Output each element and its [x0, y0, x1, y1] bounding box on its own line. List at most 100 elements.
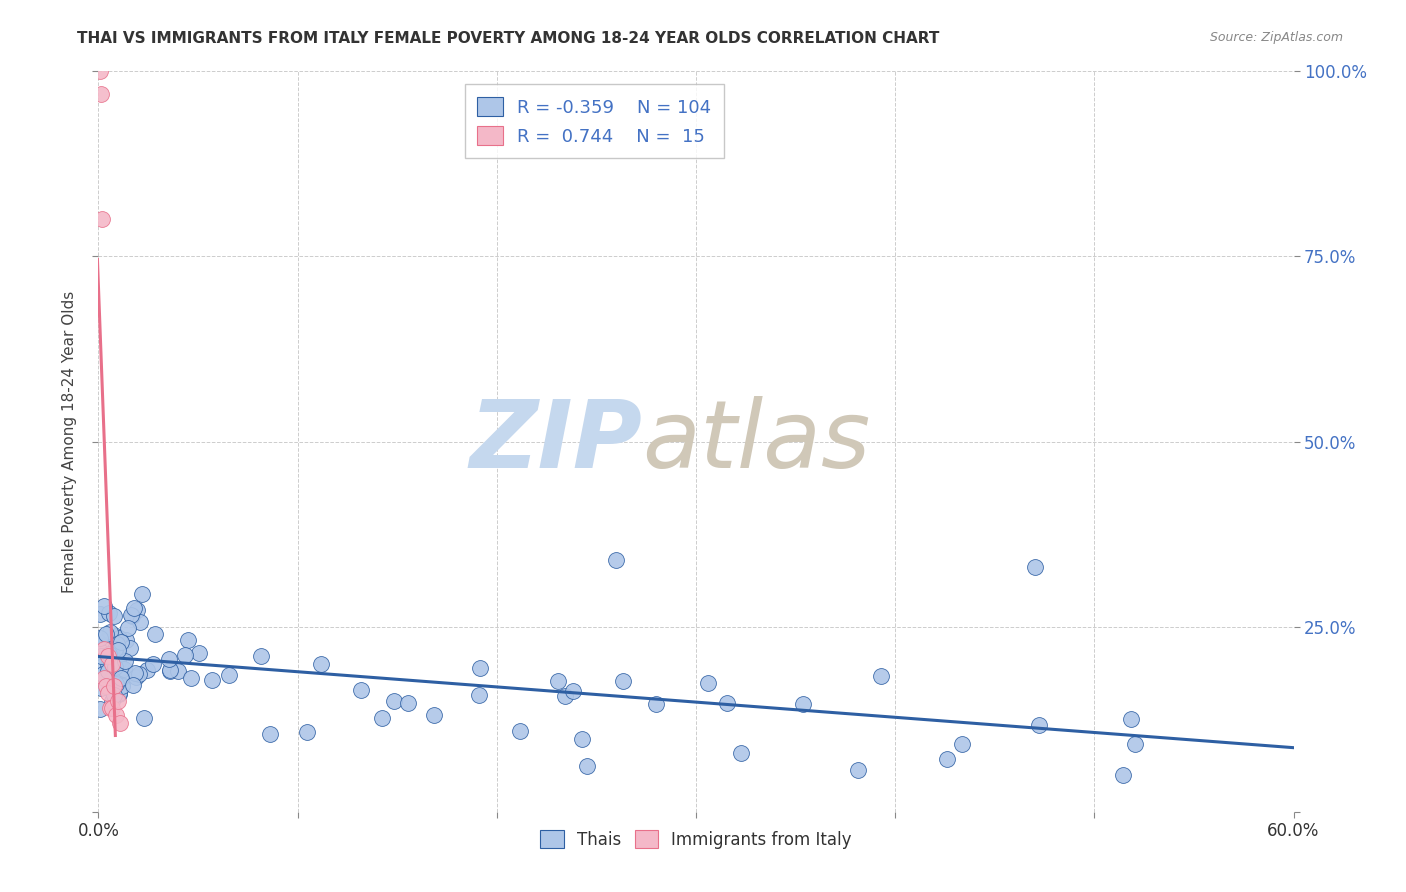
- Point: [97, 606, 120, 620]
- Point: [157, 652, 180, 666]
- Text: Source: ZipAtlas.com: Source: ZipAtlas.com: [1209, 31, 1343, 45]
- Point: [104, 659, 127, 673]
- Point: [295, 724, 318, 739]
- Point: [103, 608, 125, 623]
- Point: [105, 632, 128, 646]
- Point: [128, 667, 150, 681]
- Point: [89, 607, 111, 621]
- Point: [89, 644, 111, 658]
- Point: [309, 657, 332, 672]
- Text: THAI VS IMMIGRANTS FROM ITALY FEMALE POVERTY AMONG 18-24 YEAR OLDS CORRELATION C: THAI VS IMMIGRANTS FROM ITALY FEMALE POV…: [77, 31, 939, 46]
- Point: [108, 687, 131, 701]
- Point: [553, 689, 575, 703]
- Point: [121, 608, 143, 623]
- Point: [950, 737, 973, 751]
- Point: [101, 648, 124, 662]
- Point: [103, 679, 125, 693]
- Point: [110, 635, 132, 649]
- Point: [645, 698, 668, 712]
- Point: [98, 624, 121, 639]
- Point: [101, 701, 124, 715]
- Point: [249, 648, 271, 663]
- Point: [605, 553, 627, 567]
- Point: [105, 677, 128, 691]
- Point: [350, 683, 373, 698]
- Point: [101, 657, 124, 671]
- Point: [93, 599, 115, 613]
- Point: [792, 697, 814, 711]
- Point: [848, 763, 870, 777]
- Point: [111, 679, 134, 693]
- Point: [93, 641, 115, 656]
- Point: [575, 759, 598, 773]
- Point: [101, 693, 124, 707]
- Point: [90, 87, 112, 101]
- Point: [612, 673, 634, 688]
- Point: [159, 663, 181, 677]
- Point: [100, 640, 122, 654]
- Point: [571, 731, 593, 746]
- Point: [101, 651, 124, 665]
- Text: ZIP: ZIP: [470, 395, 643, 488]
- Point: [547, 673, 569, 688]
- Point: [1112, 767, 1135, 781]
- Point: [142, 657, 165, 671]
- Point: [128, 615, 150, 630]
- Point: [371, 711, 394, 725]
- Point: [124, 666, 146, 681]
- Point: [90, 648, 112, 663]
- Point: [105, 637, 128, 651]
- Point: [90, 660, 112, 674]
- Point: [143, 627, 166, 641]
- Point: [696, 676, 718, 690]
- Point: [108, 686, 131, 700]
- Point: [98, 647, 121, 661]
- Point: [396, 696, 419, 710]
- Point: [94, 640, 117, 655]
- Point: [122, 601, 145, 615]
- Point: [89, 702, 111, 716]
- Point: [132, 711, 155, 725]
- Point: [97, 649, 120, 664]
- Point: [180, 671, 202, 685]
- Point: [96, 638, 118, 652]
- Point: [1024, 560, 1046, 574]
- Point: [125, 603, 148, 617]
- Point: [121, 678, 143, 692]
- Point: [870, 669, 893, 683]
- Point: [259, 727, 281, 741]
- Point: [174, 648, 197, 663]
- Point: [125, 670, 148, 684]
- Point: [89, 631, 111, 645]
- Point: [97, 659, 120, 673]
- Point: [110, 660, 132, 674]
- Point: [105, 708, 128, 723]
- Point: [114, 655, 136, 669]
- Legend: Thais, Immigrants from Italy: Thais, Immigrants from Italy: [534, 823, 858, 855]
- Point: [101, 671, 124, 685]
- Point: [91, 667, 114, 681]
- Point: [167, 664, 190, 678]
- Point: [93, 672, 115, 686]
- Point: [1121, 712, 1143, 726]
- Point: [136, 663, 159, 677]
- Point: [107, 654, 129, 668]
- Point: [115, 632, 138, 647]
- Point: [89, 64, 111, 78]
- Point: [105, 630, 128, 644]
- Point: [112, 662, 135, 676]
- Point: [187, 646, 209, 660]
- Point: [107, 643, 129, 657]
- Point: [104, 642, 127, 657]
- Point: [562, 683, 585, 698]
- Point: [96, 627, 118, 641]
- Point: [120, 607, 142, 622]
- Point: [97, 665, 120, 679]
- Point: [467, 688, 489, 702]
- Point: [90, 681, 112, 695]
- Point: [177, 632, 200, 647]
- Point: [935, 752, 957, 766]
- Point: [468, 661, 491, 675]
- Point: [1123, 737, 1146, 751]
- Point: [98, 701, 122, 715]
